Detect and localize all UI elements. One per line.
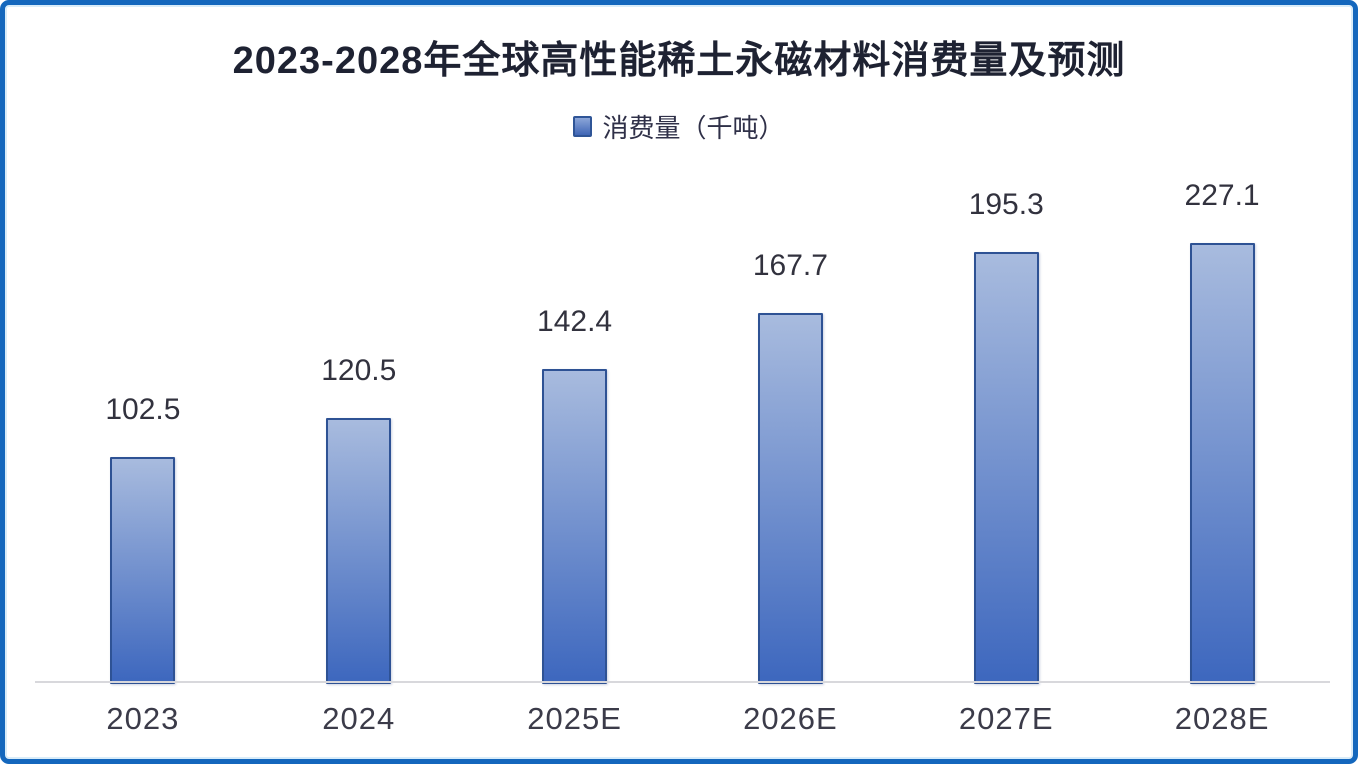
bar bbox=[542, 369, 608, 684]
x-axis-label: 2023 bbox=[106, 701, 180, 736]
x-axis-label: 2027E bbox=[958, 701, 1054, 736]
x-axis-label: 2024 bbox=[322, 701, 396, 736]
bar-column: 227.1 bbox=[1114, 179, 1330, 684]
bar-value-label: 120.5 bbox=[321, 354, 397, 387]
bar-column: 102.5 bbox=[35, 179, 251, 684]
chart-title: 2023-2028年全球高性能稀土永磁材料消费量及预测 bbox=[232, 40, 1126, 82]
x-axis-label: 2028E bbox=[1174, 701, 1270, 736]
legend-marker-icon bbox=[573, 116, 593, 137]
bar-column: 120.5 bbox=[251, 179, 467, 684]
x-axis-line bbox=[35, 681, 1330, 683]
legend-label: 消费量（千吨） bbox=[602, 113, 785, 143]
bar-column: 142.4 bbox=[467, 179, 683, 684]
x-axis-label: 2025E bbox=[527, 701, 622, 736]
bar-value-label: 227.1 bbox=[1184, 179, 1260, 212]
bar bbox=[326, 418, 392, 684]
bar-column: 195.3 bbox=[898, 179, 1114, 684]
bar-value-label: 195.3 bbox=[968, 188, 1044, 221]
bar bbox=[757, 313, 823, 684]
legend: 消费量（千吨） bbox=[5, 108, 1353, 145]
bar-value-label: 167.7 bbox=[752, 249, 828, 282]
x-axis-labels: 2023 2024 2025E 2026E 2027E 2028E bbox=[35, 701, 1330, 737]
bar-value-label: 102.5 bbox=[105, 393, 181, 426]
bar bbox=[973, 252, 1039, 684]
bar bbox=[110, 457, 176, 684]
x-axis-label: 2026E bbox=[743, 701, 838, 736]
plot-area: 102.5 120.5 142.4 167.7 195.3 227.1 bbox=[35, 179, 1330, 684]
bar bbox=[1189, 243, 1255, 684]
bar-column: 167.7 bbox=[682, 179, 898, 684]
bar-value-label: 142.4 bbox=[537, 305, 613, 338]
